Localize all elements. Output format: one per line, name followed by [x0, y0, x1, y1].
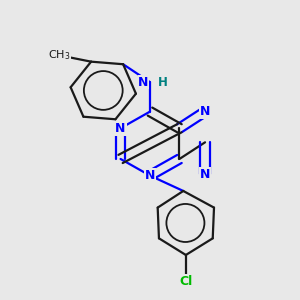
Text: CH$_3$: CH$_3$	[48, 48, 70, 62]
Text: N: N	[138, 76, 149, 88]
Text: N: N	[116, 122, 126, 135]
Text: N: N	[200, 168, 210, 181]
Text: Cl: Cl	[179, 275, 193, 288]
Text: N: N	[145, 169, 155, 182]
Text: N: N	[200, 105, 210, 118]
Text: H: H	[158, 76, 168, 88]
